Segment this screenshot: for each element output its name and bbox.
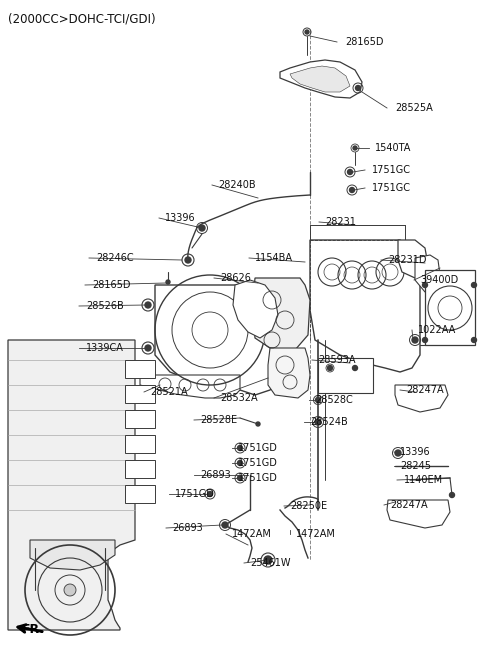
Circle shape (145, 345, 151, 351)
Text: 1751GD: 1751GD (238, 473, 278, 483)
Text: 1154BA: 1154BA (255, 253, 293, 263)
Circle shape (356, 85, 360, 91)
Circle shape (471, 283, 477, 287)
Text: 28250E: 28250E (290, 501, 327, 511)
Polygon shape (8, 340, 135, 630)
Text: 1472AM: 1472AM (232, 529, 272, 539)
Circle shape (348, 169, 352, 174)
Circle shape (353, 146, 357, 150)
Polygon shape (387, 500, 450, 528)
Text: 28165D: 28165D (345, 37, 384, 47)
Text: 1022AA: 1022AA (418, 325, 456, 335)
Text: 28593A: 28593A (318, 355, 356, 365)
Bar (125, 385, 155, 403)
Text: 28526B: 28526B (86, 301, 124, 311)
Circle shape (449, 493, 455, 497)
Circle shape (352, 365, 358, 371)
Polygon shape (290, 66, 350, 92)
Text: 28240B: 28240B (218, 180, 256, 190)
Polygon shape (140, 375, 240, 398)
Bar (125, 360, 155, 378)
Polygon shape (155, 285, 290, 395)
Circle shape (166, 280, 170, 284)
Text: 28521A: 28521A (150, 387, 188, 397)
Text: 1751GD: 1751GD (238, 458, 278, 468)
Bar (125, 485, 155, 503)
Polygon shape (415, 255, 440, 292)
Circle shape (222, 522, 228, 528)
Text: 1751GC: 1751GC (372, 165, 411, 175)
Circle shape (422, 283, 428, 287)
Text: 28528C: 28528C (315, 395, 353, 405)
Text: 28231D: 28231D (388, 255, 427, 265)
Polygon shape (398, 240, 428, 278)
Circle shape (238, 476, 242, 480)
Text: 26893: 26893 (200, 470, 231, 480)
Text: 28524B: 28524B (310, 417, 348, 427)
Circle shape (238, 461, 242, 466)
Polygon shape (395, 385, 448, 412)
Polygon shape (310, 240, 420, 372)
Text: 28532A: 28532A (220, 393, 258, 403)
Circle shape (412, 337, 418, 343)
Circle shape (145, 302, 151, 308)
Text: 1751GD: 1751GD (175, 489, 215, 499)
Circle shape (264, 556, 272, 564)
Circle shape (207, 491, 213, 497)
Text: 28247A: 28247A (390, 500, 428, 510)
Bar (125, 435, 155, 453)
Text: 1751GD: 1751GD (238, 443, 278, 453)
Circle shape (199, 225, 205, 231)
Text: 1540TA: 1540TA (375, 143, 411, 153)
Circle shape (64, 584, 76, 596)
Text: 13396: 13396 (165, 213, 196, 223)
Text: FR.: FR. (22, 623, 45, 636)
Circle shape (327, 365, 333, 371)
Text: 28528E: 28528E (200, 415, 237, 425)
Polygon shape (268, 348, 310, 398)
Circle shape (185, 257, 191, 263)
Circle shape (349, 188, 355, 192)
Text: 26893: 26893 (172, 523, 203, 533)
Circle shape (395, 450, 401, 456)
Text: 39400D: 39400D (420, 275, 458, 285)
Circle shape (256, 422, 260, 426)
Text: 28231: 28231 (325, 217, 356, 227)
Text: 1751GC: 1751GC (372, 183, 411, 193)
Text: 28165D: 28165D (92, 280, 131, 290)
Bar (125, 460, 155, 478)
Text: 28626: 28626 (220, 273, 251, 283)
Circle shape (238, 445, 242, 451)
Polygon shape (30, 540, 115, 570)
Text: 1140EM: 1140EM (404, 475, 443, 485)
Text: 1472AM: 1472AM (296, 529, 336, 539)
Polygon shape (233, 280, 278, 338)
Text: (2000CC>DOHC-TCI/GDI): (2000CC>DOHC-TCI/GDI) (8, 12, 156, 25)
Circle shape (422, 337, 428, 342)
Bar (425, 270, 475, 345)
Circle shape (315, 398, 321, 403)
Circle shape (305, 30, 309, 34)
Text: 28525A: 28525A (395, 103, 433, 113)
Bar (318, 358, 373, 393)
Text: 25461W: 25461W (250, 558, 290, 568)
Text: 28245: 28245 (400, 461, 431, 471)
Text: 28247A: 28247A (406, 385, 444, 395)
Text: 28246C: 28246C (96, 253, 133, 263)
Bar (125, 410, 155, 428)
Text: 1339CA: 1339CA (86, 343, 124, 353)
Circle shape (315, 419, 321, 425)
Circle shape (471, 337, 477, 342)
Polygon shape (252, 278, 310, 350)
Polygon shape (280, 60, 362, 98)
Text: 13396: 13396 (400, 447, 431, 457)
